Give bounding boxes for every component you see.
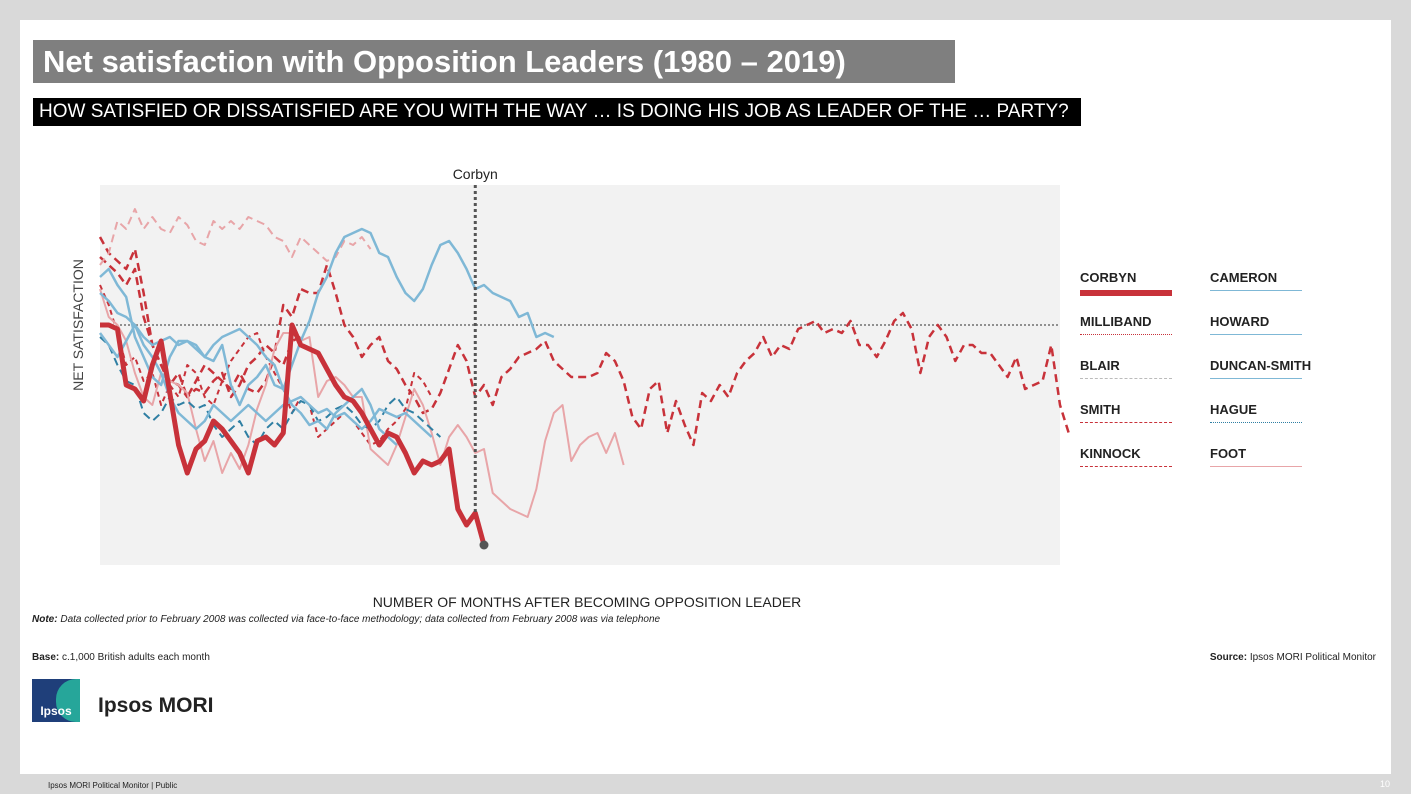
series-line-blair — [99, 208, 372, 266]
legend-swatch — [1210, 290, 1302, 291]
brand-name: Ipsos MORI — [98, 694, 214, 717]
chart-legend: CORBYN CAMERON MILLIBAND HOWARD BLAIR DUNCAN-… — [1080, 270, 1340, 520]
legend-item-smith: SMITH — [1080, 402, 1172, 423]
legend-item-cameron: CAMERON — [1210, 270, 1302, 291]
legend-swatch — [1080, 334, 1172, 335]
legend-label: BLAIR — [1080, 358, 1120, 373]
series-line-hague — [99, 336, 442, 446]
legend-swatch — [1080, 378, 1172, 379]
legend-item-howard: HOWARD — [1210, 314, 1302, 335]
ipsos-logo: Ipsos — [32, 679, 80, 722]
x-axis-label: NUMBER OF MONTHS AFTER BECOMING OPPOSITI… — [373, 594, 802, 610]
page-title: Net satisfaction with Opposition Leaders… — [33, 40, 955, 83]
legend-item-foot: FOOT — [1210, 446, 1302, 467]
legend-label: HOWARD — [1210, 314, 1270, 329]
legend-label: DUNCAN-SMITH — [1210, 358, 1312, 373]
y-axis-label: NET SATISFACTION — [70, 259, 86, 391]
corbyn-marker-label: Corbyn — [453, 166, 498, 182]
page-number: 10 — [1380, 779, 1391, 789]
base-note: Base: c.1,000 British adults each month — [32, 652, 210, 663]
legend-swatch — [1210, 466, 1302, 467]
legend-label: HAGUE — [1210, 402, 1257, 417]
legend-label: KINNOCK — [1080, 446, 1141, 461]
legend-label: CORBYN — [1080, 270, 1137, 285]
legend-swatch — [1210, 334, 1302, 335]
methodology-note: Note: Data collected prior to February 2… — [32, 614, 661, 625]
legend-label: FOOT — [1210, 446, 1247, 461]
legend-item-blair: BLAIR — [1080, 358, 1172, 379]
legend-swatch — [1210, 422, 1302, 423]
legend-item-corbyn: CORBYN — [1080, 270, 1172, 296]
legend-label: MILLIBAND — [1080, 314, 1152, 329]
legend-label: SMITH — [1080, 402, 1121, 417]
source-note: Source: Ipsos MORI Political Monitor — [1209, 652, 1376, 663]
legend-swatch — [1080, 466, 1172, 467]
survey-question: HOW SATISFIED OR DISSATISFIED ARE YOU WI… — [33, 98, 1081, 126]
legend-swatch — [1210, 378, 1302, 379]
series-line-corbyn — [100, 322, 487, 546]
legend-swatch — [1080, 290, 1172, 296]
legend-item-duncan-smith: DUNCAN-SMITH — [1210, 358, 1311, 379]
legend-swatch — [1080, 422, 1172, 423]
series-line-foot — [99, 288, 625, 518]
legend-item-milliband: MILLIBAND — [1080, 314, 1172, 335]
legend-label: CAMERON — [1210, 270, 1278, 285]
series-layer — [98, 208, 1070, 546]
corbyn-end-dot — [479, 540, 489, 550]
series-line-howard — [99, 292, 398, 446]
footer-text: Ipsos MORI Political Monitor | Public — [48, 781, 178, 790]
legend-item-hague: HAGUE — [1210, 402, 1302, 423]
series-line-cameron — [99, 227, 555, 407]
legend-item-kinnock: KINNOCK — [1080, 446, 1172, 467]
